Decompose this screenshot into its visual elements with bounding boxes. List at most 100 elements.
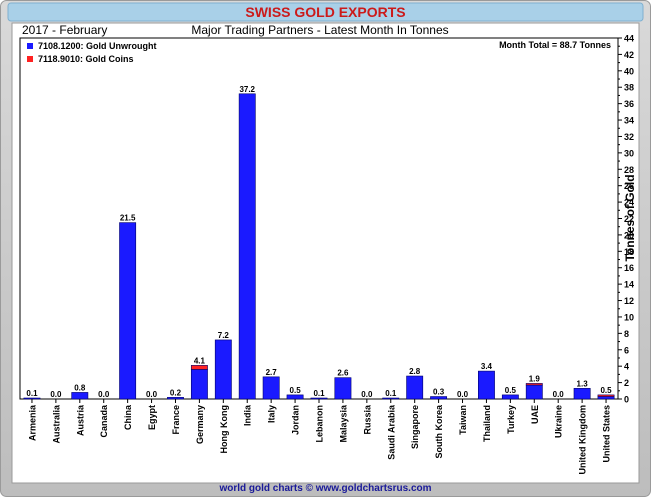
bar-unwrought	[119, 222, 137, 400]
bar-unwrought	[501, 394, 519, 400]
x-axis: Armenia Australia Austria Canada China Egypt F…	[27, 399, 612, 475]
x-tick-label: Jordan	[291, 405, 301, 435]
y-tick-label: 34	[624, 116, 634, 126]
bar-unwrought	[262, 376, 280, 400]
bar-unwrought	[573, 388, 591, 400]
legend-swatch-unwrought	[27, 43, 33, 49]
y-axis-label: Tonnes of Gold	[623, 174, 637, 261]
bar-value-label: 0.5	[505, 386, 517, 395]
y-tick-label: 20	[624, 230, 634, 240]
bar-coins	[597, 394, 615, 397]
x-tick-label: Taiwan	[458, 405, 468, 435]
y-tick-label: 44	[624, 34, 634, 44]
chart-subtitle: Major Trading Partners - Latest Month In…	[191, 23, 448, 37]
bar-value-label: 0.2	[170, 388, 182, 397]
x-tick-label: Russia	[362, 404, 372, 435]
bar-value-label: 0.3	[433, 388, 445, 397]
bar-unwrought	[525, 384, 543, 400]
bar-unwrought	[238, 93, 256, 400]
y-tick-label: 14	[624, 280, 634, 290]
x-tick-label: United Kingdom	[578, 405, 588, 475]
period-label: 2017 - February	[22, 23, 107, 37]
y-tick-label: 32	[624, 132, 634, 142]
y-tick-label: 6	[624, 345, 629, 355]
x-tick-label: Australia	[51, 404, 61, 444]
x-tick-label: United States	[602, 405, 612, 463]
bar-value-label: 7.2	[218, 331, 230, 340]
legend-swatch-coins	[27, 56, 33, 62]
y-tick-label: 4	[624, 362, 629, 372]
bar-unwrought	[286, 394, 304, 400]
y-tick-label: 16	[624, 263, 634, 273]
bar-value-label: 0.5	[290, 386, 302, 395]
x-tick-label: Lebanon	[315, 405, 325, 443]
bar-value-label: 0.1	[313, 389, 325, 398]
y-tick-label: 18	[624, 247, 634, 257]
y-tick-label: 22	[624, 214, 634, 224]
bar-value-label: 3.4	[481, 362, 493, 371]
bar-coins	[190, 365, 208, 370]
bar-unwrought	[190, 369, 208, 400]
bar-value-label: 0.0	[98, 390, 110, 399]
plot-area	[19, 37, 619, 400]
y-tick-label: 38	[624, 83, 634, 93]
x-tick-label: Hong Kong	[219, 405, 229, 454]
bar-value-label: 0.0	[361, 390, 373, 399]
bar-value-label: 2.6	[337, 369, 349, 378]
month-total: Month Total = 88.7 Tonnes	[499, 40, 611, 50]
bar-unwrought	[71, 392, 89, 400]
x-tick-label: France	[171, 405, 181, 435]
bar-value-label: 0.0	[553, 390, 565, 399]
chart-title: SWISS GOLD EXPORTS	[245, 4, 405, 20]
bar-value-label: 1.9	[529, 374, 541, 383]
bar-value-label: 0.0	[146, 390, 158, 399]
bar-unwrought	[430, 396, 448, 400]
y-tick-label: 36	[624, 99, 634, 109]
x-tick-label: Austria	[75, 404, 85, 436]
bar-coins	[525, 383, 543, 386]
x-tick-label: Armenia	[27, 404, 37, 441]
x-tick-label: Egypt	[147, 405, 157, 430]
bar-value-label: 0.8	[74, 383, 86, 392]
bar-unwrought	[214, 339, 232, 400]
footer-credit: world gold charts © www.goldchartsrus.co…	[218, 483, 431, 494]
bar-unwrought	[597, 396, 615, 400]
bar-value-label: 2.8	[409, 367, 421, 376]
legend-label-coins: 7118.9010: Gold Coins	[38, 54, 134, 64]
legend: 7108.1200: Gold Unwrought 7118.9010: Gol…	[27, 41, 157, 64]
bar-unwrought	[406, 375, 424, 400]
bar-value-label: 21.5	[120, 214, 136, 223]
y-tick-label: 28	[624, 165, 634, 175]
y-axis: 0246810121416182022242628303234363840424…	[618, 34, 634, 405]
y-tick-label: 40	[624, 66, 634, 76]
bar-unwrought	[334, 377, 352, 400]
x-tick-label: Italy	[267, 405, 277, 423]
bar-value-label: 0.1	[26, 389, 38, 398]
y-tick-label: 10	[624, 312, 634, 322]
bar-value-label: 0.0	[457, 390, 469, 399]
bar-value-label: 2.7	[266, 368, 278, 377]
x-tick-label: India	[243, 404, 253, 426]
y-tick-label: 42	[624, 50, 634, 60]
y-tick-label: 2	[624, 378, 629, 388]
legend-label-unwrought: 7108.1200: Gold Unwrought	[38, 41, 157, 51]
x-tick-label: China	[123, 404, 133, 430]
x-tick-label: Canada	[99, 404, 109, 438]
x-tick-label: Malaysia	[338, 404, 348, 443]
x-tick-label: UAE	[530, 405, 540, 424]
x-tick-label: Ukraine	[554, 405, 564, 438]
y-tick-label: 26	[624, 181, 634, 191]
bar-value-label: 0.1	[385, 389, 397, 398]
x-tick-label: Saudi Arabia	[386, 404, 396, 460]
bar-value-label: 0.5	[600, 386, 612, 395]
y-tick-label: 24	[624, 198, 634, 208]
x-tick-label: South Korea	[434, 404, 444, 458]
x-tick-label: Germany	[195, 405, 205, 444]
bar-unwrought	[478, 370, 495, 400]
y-tick-label: 30	[624, 148, 634, 158]
bar-value-label: 0.0	[50, 390, 62, 399]
title-bar	[7, 2, 644, 22]
y-tick-label: 8	[624, 329, 629, 339]
bars-group: 0.1 0.0 0.8 0.0 21.5 0.0 0.2 4.1 7.2 37.2 2.7 0.5 0.…	[23, 85, 615, 400]
